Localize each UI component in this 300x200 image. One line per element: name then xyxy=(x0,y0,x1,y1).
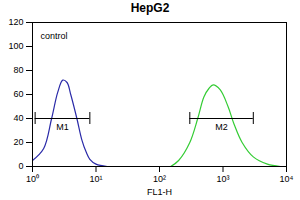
html-text:HepG2: HepG2 xyxy=(130,1,170,15)
svg-text:10⁰: 10⁰ xyxy=(26,174,39,184)
svg-text:control: control xyxy=(41,31,68,41)
svg-text:10²: 10² xyxy=(153,174,166,184)
svg-text:M2: M2 xyxy=(215,122,228,132)
svg-text:60: 60 xyxy=(13,89,23,99)
svg-text:10³: 10³ xyxy=(216,174,229,184)
svg-text:80: 80 xyxy=(13,65,23,75)
svg-text:M1: M1 xyxy=(56,122,69,132)
svg-text:10⁴: 10⁴ xyxy=(280,174,294,184)
svg-text:10¹: 10¹ xyxy=(89,174,102,184)
svg-text:120: 120 xyxy=(8,17,23,27)
svg-text:100: 100 xyxy=(8,41,23,51)
svg-text:20: 20 xyxy=(13,137,23,147)
svg-text:0: 0 xyxy=(18,161,23,171)
svg-text:FL1-H: FL1-H xyxy=(147,187,172,197)
svg-text:40: 40 xyxy=(13,113,23,123)
